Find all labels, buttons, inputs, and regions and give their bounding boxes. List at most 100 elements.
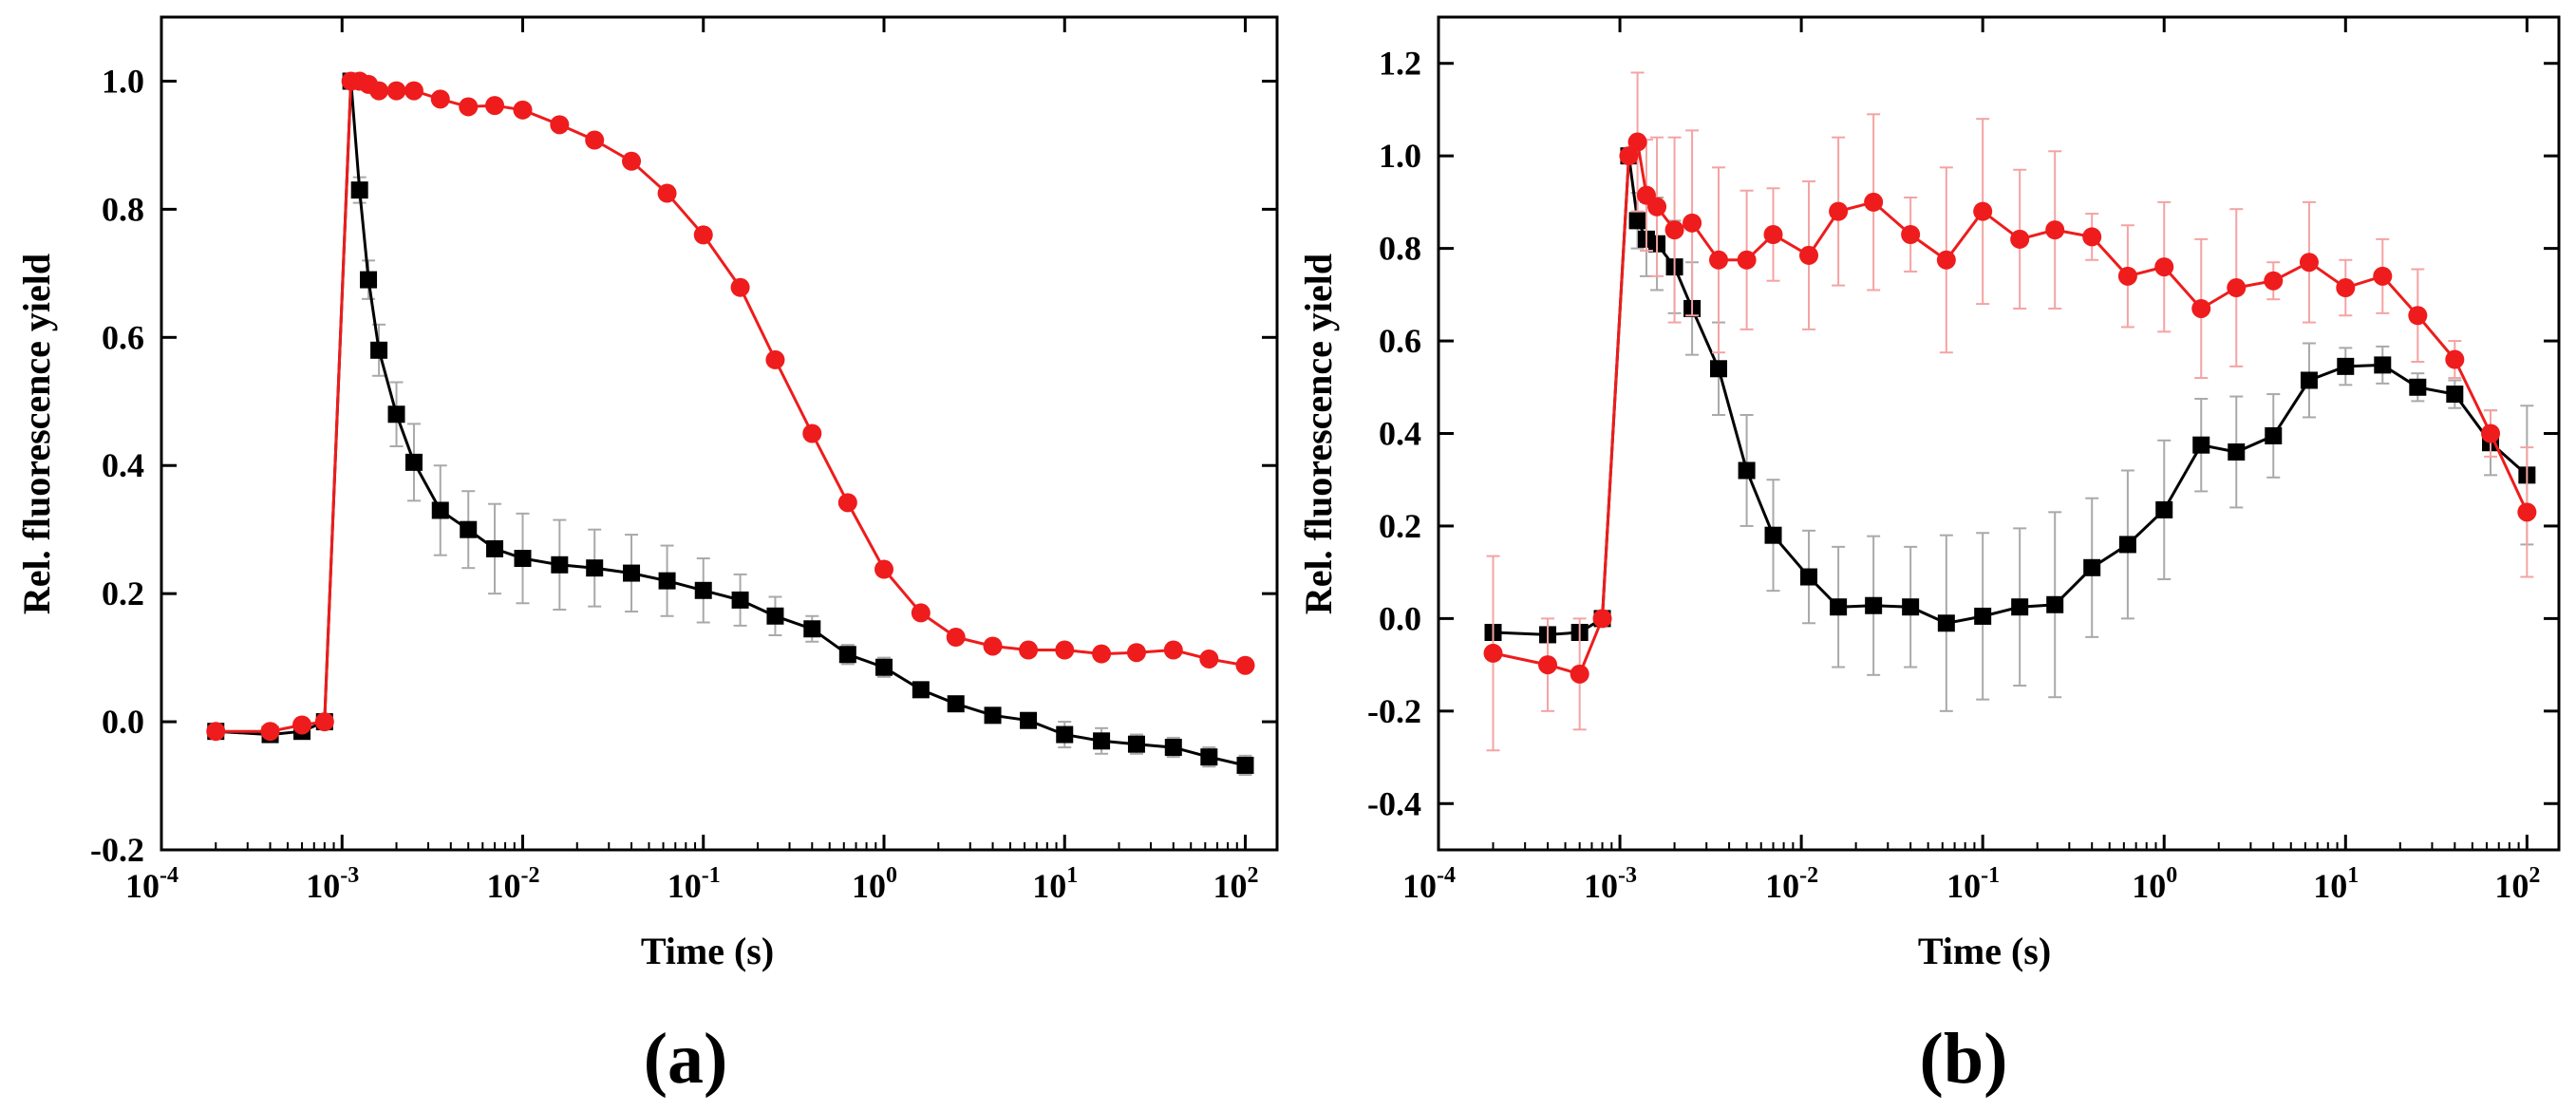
series-red-circles [206, 71, 1255, 742]
data-point [1163, 640, 1183, 660]
data-point [1056, 725, 1074, 744]
data-point [404, 453, 423, 471]
data-point [694, 581, 712, 599]
data-point [947, 695, 965, 713]
y-tick-label: -0.2 [1367, 692, 1421, 730]
data-point [1974, 607, 1992, 625]
data-point [1020, 711, 1038, 729]
y-tick-label: 0.0 [102, 703, 144, 741]
data-point [1973, 201, 1993, 221]
data-point [1830, 598, 1848, 616]
data-point [1763, 224, 1783, 244]
y-axis-title: Rel. fluorescence yield [15, 254, 58, 614]
data-point [350, 181, 368, 199]
series-line [1493, 138, 2529, 676]
data-point [513, 100, 533, 120]
data-point [2154, 257, 2174, 277]
x-tick-label: 10-1 [1946, 863, 2000, 905]
data-point [585, 130, 605, 150]
data-point [2481, 424, 2501, 443]
panel-label: (a) [644, 1019, 728, 1099]
data-point [1126, 643, 1146, 663]
y-tick-label: 1.0 [102, 62, 144, 100]
data-point [2192, 436, 2210, 454]
data-point [1764, 526, 1782, 544]
data-point [1200, 748, 1218, 766]
x-tick-label: 100 [2132, 863, 2177, 905]
data-point [2083, 558, 2101, 576]
data-point [1627, 132, 1647, 152]
data-point [2228, 443, 2246, 461]
x-tick-label: 10-3 [1584, 863, 1637, 905]
y-axis-title: Rel. fluorescence yield [1297, 254, 1340, 614]
data-point [2118, 536, 2136, 554]
x-tick-label: 102 [2494, 863, 2540, 905]
x-tick-label: 10-4 [1402, 863, 1456, 905]
data-point [1092, 644, 1112, 664]
data-point [1936, 250, 1956, 270]
plot-frame [1437, 15, 2561, 852]
data-point [983, 636, 1003, 656]
panel-label: (b) [1920, 1019, 2008, 1099]
x-tick-label: 10-2 [486, 863, 539, 905]
data-point [2409, 378, 2427, 396]
data-point [586, 559, 604, 577]
data-point [2374, 356, 2392, 374]
data-point [2446, 386, 2464, 404]
x-tick-label: 101 [1032, 863, 1078, 905]
data-point [2264, 271, 2284, 291]
data-point [802, 424, 822, 443]
data-point [1019, 640, 1039, 660]
data-point [1483, 643, 1503, 663]
data-point [369, 81, 389, 101]
data-point [766, 607, 784, 625]
data-point [460, 520, 478, 538]
series-line [216, 80, 1246, 733]
data-point [622, 151, 642, 171]
data-point [1055, 640, 1075, 660]
data-point [430, 89, 450, 109]
series-red-circles [1483, 71, 2537, 752]
data-point [2517, 502, 2537, 522]
x-tick-label: 10-2 [1765, 863, 1818, 905]
y-tick-label: 0.8 [1379, 230, 1421, 268]
x-tick-label: 10-1 [668, 863, 721, 905]
data-point [1902, 598, 1920, 616]
data-point [1235, 655, 1255, 675]
data-point [1619, 146, 1639, 166]
data-point [360, 271, 378, 289]
y-tick-label: 1.0 [1379, 137, 1421, 175]
data-point [2046, 595, 2064, 613]
data-point [1864, 192, 1884, 212]
data-point [2227, 278, 2247, 298]
data-point [2117, 266, 2137, 286]
x-axis-title: Time (s) [641, 930, 774, 972]
plot-frame [160, 15, 1279, 852]
data-point [550, 115, 570, 135]
data-point [2408, 306, 2428, 326]
data-point [803, 620, 821, 638]
data-point [1199, 649, 1219, 668]
data-point [1683, 213, 1702, 233]
data-point [2445, 349, 2465, 369]
data-point [260, 722, 280, 742]
data-point [386, 81, 406, 101]
data-point [1236, 756, 1254, 774]
data-point [1127, 735, 1145, 753]
x-tick-label: 10-3 [306, 863, 359, 905]
series-line [216, 81, 1246, 767]
data-point [2011, 598, 2029, 616]
series-line [1493, 156, 2529, 636]
data-point [730, 277, 750, 297]
data-point [459, 97, 479, 117]
chart-panel-b: Rel. fluorescence yield Time (s) (b) 10-… [1297, 15, 2561, 1099]
data-point [1709, 250, 1729, 270]
data-point [838, 646, 856, 664]
data-point [404, 81, 423, 101]
data-point [1800, 568, 1818, 586]
data-point [984, 706, 1002, 725]
data-point [658, 572, 676, 590]
data-point [206, 722, 226, 742]
data-point [2045, 220, 2065, 240]
